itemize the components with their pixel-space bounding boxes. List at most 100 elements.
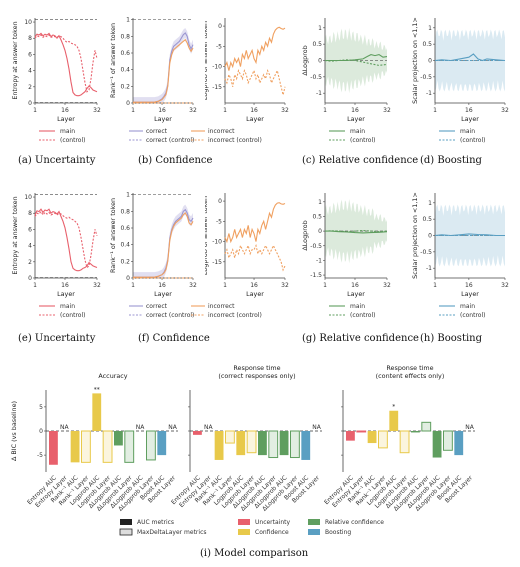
y-tick-label: 1 bbox=[428, 25, 432, 32]
bar bbox=[157, 431, 167, 456]
x-tick-label: 32 bbox=[501, 282, 509, 289]
x-tick-label: 32 bbox=[93, 282, 101, 289]
x-tick-label: 32 bbox=[501, 107, 509, 114]
bar bbox=[389, 410, 399, 431]
panel-title: (content effects only) bbox=[376, 372, 445, 380]
caption-h: (h) Boosting bbox=[420, 333, 483, 344]
x-tick-label: 1 bbox=[223, 107, 227, 114]
x-tick-label: 32 bbox=[281, 282, 289, 289]
y-tick-label: 0.6 bbox=[120, 225, 130, 232]
legend-label: incorrect bbox=[208, 303, 235, 310]
bar bbox=[258, 431, 267, 456]
legend-label: correct (control) bbox=[146, 312, 194, 319]
legend-label: incorrect bbox=[208, 128, 235, 135]
y-tick-label: -15 bbox=[212, 259, 222, 266]
x-tick-label: 1 bbox=[33, 107, 37, 114]
legend-label: correct (control) bbox=[146, 137, 194, 144]
bar bbox=[378, 430, 388, 449]
y-tick-label: -0.5 bbox=[310, 74, 322, 81]
x-tick-label: 1 bbox=[33, 282, 37, 289]
na-label: NA bbox=[312, 424, 321, 431]
x-tick-label: 16 bbox=[351, 107, 359, 114]
y-axis-label: Entropy at answer token bbox=[11, 196, 19, 274]
y-tick-label: -10 bbox=[212, 239, 222, 246]
series-line bbox=[224, 26, 286, 71]
y-tick-label: 0.5 bbox=[422, 41, 432, 48]
x-tick-label: 1 bbox=[323, 282, 327, 289]
y-tick-label: 1 bbox=[126, 17, 130, 24]
legend-swatch bbox=[308, 519, 320, 525]
bar bbox=[193, 431, 202, 435]
y-tick-label: -1 bbox=[316, 257, 322, 264]
bar bbox=[346, 431, 355, 441]
series-line bbox=[34, 208, 98, 272]
y-axis-label: Scalar projection on <1,1> bbox=[411, 192, 419, 279]
legend-label: (control) bbox=[460, 312, 485, 319]
y-tick-label: 10 bbox=[24, 19, 32, 26]
y-tick-label: 2 bbox=[28, 259, 32, 266]
series-line bbox=[133, 38, 194, 103]
plot-g: -1.5 -1 -0.5 0 0.5 1 1 16 32 Layer ΔLogprob main (co… bbox=[301, 193, 391, 319]
na-label: NA bbox=[465, 424, 474, 431]
error-band bbox=[133, 28, 193, 103]
na-label: NA bbox=[204, 424, 213, 431]
x-tick-label: 1 bbox=[433, 107, 437, 114]
legend-label: main bbox=[60, 128, 75, 135]
y-tick-label: 0 bbox=[126, 100, 130, 107]
y-tick-label: 4 bbox=[28, 68, 32, 75]
caption-a: (a) Uncertainty bbox=[18, 155, 96, 166]
y-tick-label: 5 bbox=[39, 404, 43, 411]
x-tick-label: 32 bbox=[383, 107, 391, 114]
x-tick-label: 16 bbox=[465, 107, 473, 114]
series-line bbox=[324, 59, 388, 66]
y-tick-label: 0.5 bbox=[312, 213, 322, 220]
y-axis-label: Rank⁻¹ of answer token bbox=[109, 198, 117, 273]
y-tick-label: 0.5 bbox=[422, 216, 432, 223]
legend-swatch bbox=[120, 519, 132, 525]
bar bbox=[268, 430, 279, 459]
plot-f2: -15 -10 -5 0 1 16 32 Layer Logprob of answer tok… bbox=[205, 193, 289, 298]
na-label: NA bbox=[60, 424, 69, 431]
x-axis-label: Layer bbox=[57, 290, 75, 298]
significance-marker: * bbox=[392, 404, 395, 411]
plot-b: 0 0.2 0.4 0.6 0.8 1 1 16 32 Layer Rank⁻¹ of answer… bbox=[109, 17, 262, 144]
y-axis-label: ΔLogprob bbox=[301, 45, 309, 75]
bar bbox=[146, 430, 156, 461]
y-tick-label: 8 bbox=[28, 35, 32, 42]
series-line bbox=[133, 212, 194, 278]
bar bbox=[114, 431, 123, 446]
y-axis-label: Logprob of answer token bbox=[205, 196, 209, 275]
bar bbox=[290, 430, 300, 459]
series-line bbox=[34, 210, 98, 269]
y-axis-label: Rank⁻¹ of answer token bbox=[109, 23, 117, 98]
legend-label: Confidence bbox=[255, 529, 289, 536]
legend-label: main bbox=[460, 128, 475, 135]
legend-label: (control) bbox=[460, 137, 485, 144]
caption-f: (f) Confidence bbox=[138, 333, 210, 344]
caption-d: (d) Boosting bbox=[420, 155, 482, 166]
y-tick-label: 0.4 bbox=[120, 67, 130, 74]
x-tick-label: 16 bbox=[158, 107, 166, 114]
plot-a: 0 2 4 6 8 10 1 16 32 Layer Entropy at answer token… bbox=[11, 18, 101, 144]
bar bbox=[102, 430, 113, 463]
y-tick-label: 6 bbox=[28, 226, 32, 233]
y-tick-label: -5 bbox=[216, 43, 222, 50]
x-tick-label: 16 bbox=[250, 107, 258, 114]
plot-b2: -15 -10 -5 0 1 16 32 Layer Logprob of answer tok… bbox=[205, 18, 289, 123]
y-tick-label: -1 bbox=[426, 90, 432, 97]
y-tick-label: 0.2 bbox=[120, 258, 130, 265]
x-tick-label: 32 bbox=[189, 282, 197, 289]
panel-title: Accuracy bbox=[98, 372, 127, 380]
y-tick-label: 0.8 bbox=[120, 208, 130, 215]
series-line bbox=[133, 208, 194, 278]
x-tick-label: 1 bbox=[223, 282, 227, 289]
legend-label: MaxDeltaLayer metrics bbox=[137, 529, 207, 536]
series-line bbox=[133, 32, 194, 103]
bar bbox=[92, 393, 102, 431]
bar bbox=[214, 431, 224, 460]
y-tick-label: -15 bbox=[212, 84, 222, 91]
plot-c: -1 -0.5 0 0.5 1 1 16 32 Layer ΔLogprob main (contro… bbox=[301, 18, 391, 144]
panel-title: Response time bbox=[233, 364, 280, 372]
bar bbox=[367, 431, 377, 444]
plot-d: -1 -0.5 0 0.5 1 1 16 32 Layer Scalar projection o… bbox=[411, 17, 509, 144]
